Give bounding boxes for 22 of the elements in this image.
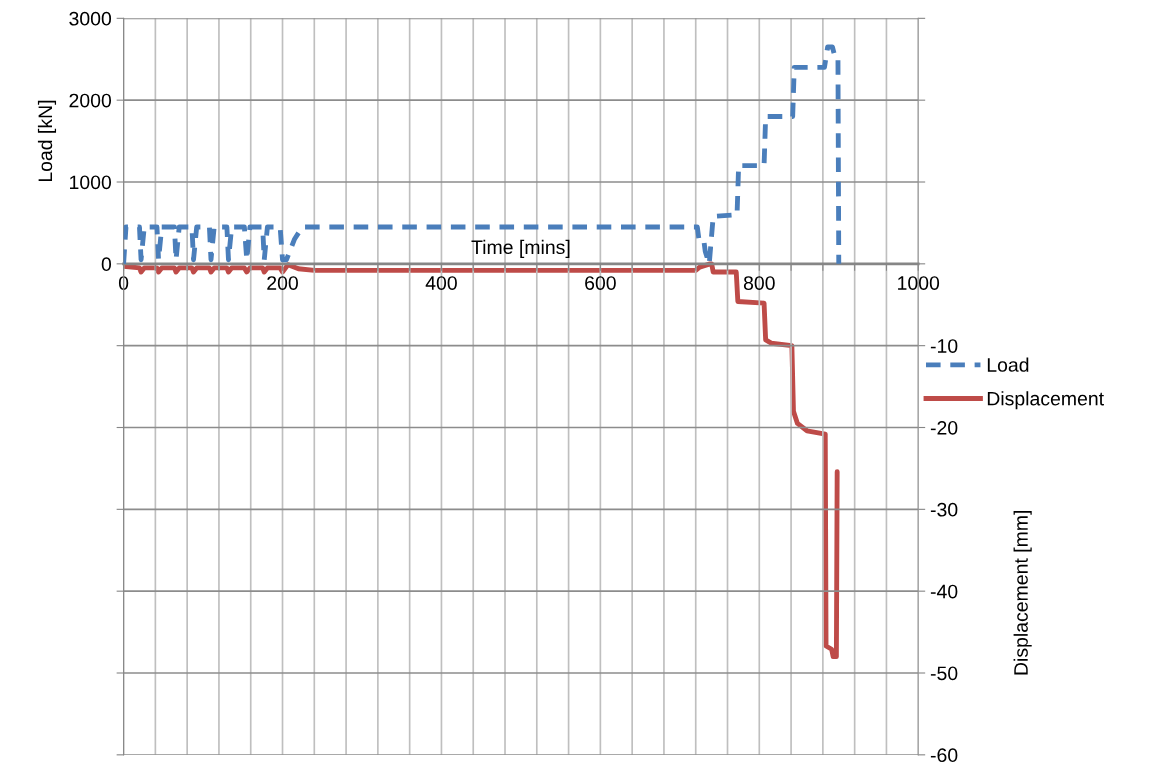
x-tick-label: 800 bbox=[743, 276, 775, 290]
y-tick-label: 3000 bbox=[69, 11, 112, 26]
y2-tick-label: -40 bbox=[930, 584, 958, 599]
y2-tick-label: -20 bbox=[930, 420, 958, 435]
x-tick-label: 200 bbox=[267, 276, 298, 290]
y-tick-label: 0 bbox=[101, 257, 112, 272]
y2-tick-label: -60 bbox=[930, 748, 958, 763]
y2-tick-label: -30 bbox=[930, 502, 958, 517]
line-series bbox=[123, 44, 842, 267]
x-tick-label: 400 bbox=[425, 276, 457, 290]
x-tick-label: 600 bbox=[585, 276, 616, 290]
y-tick-label: 2000 bbox=[69, 93, 112, 108]
legend-label: Load bbox=[987, 357, 1029, 372]
x-tick-label: 1000 bbox=[898, 276, 940, 290]
y2-axis-title: Displacement [mm] bbox=[1013, 510, 1032, 675]
legend-label: Displacement bbox=[987, 391, 1104, 410]
y2-tick-label: -10 bbox=[930, 339, 958, 353]
y-tick-label: 1000 bbox=[70, 175, 112, 190]
y-axis-title: Load [kN] bbox=[37, 100, 57, 182]
y2-tick-label: -50 bbox=[930, 666, 958, 681]
x-axis-title: Time [mins] bbox=[471, 239, 570, 258]
x-tick-label: 0 bbox=[118, 276, 129, 290]
